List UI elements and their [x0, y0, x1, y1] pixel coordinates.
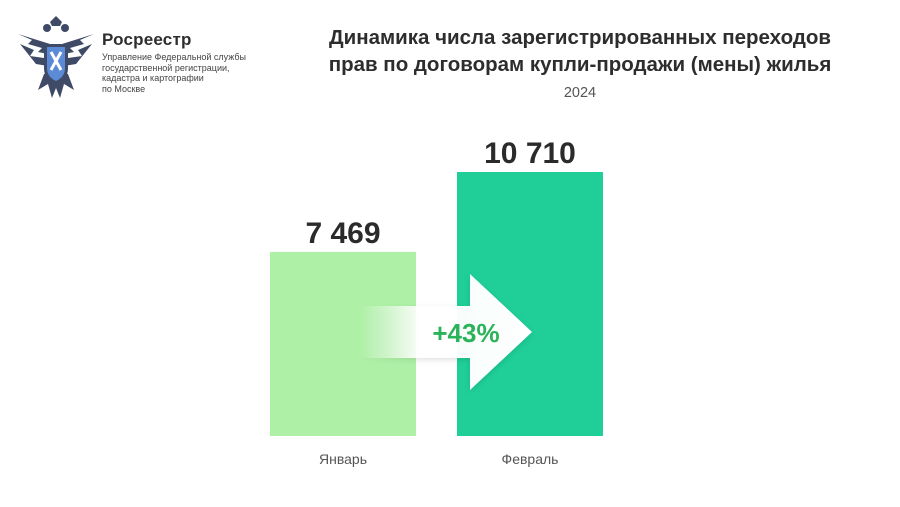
chart-subtitle: 2024 [563, 85, 597, 101]
chart-title-line: Динамика числа зарегистрированных перехо… [329, 26, 831, 49]
growth-percent-label: +43% [432, 318, 499, 348]
chart-title-line: прав по договорам купли-продажи (мены) ж… [328, 53, 832, 76]
category-label: Январь [319, 451, 367, 467]
org-subtitle-line: Управление Федеральной службы [102, 52, 246, 62]
bar-value-label: 7 469 [305, 217, 380, 250]
org-subtitle: Управление Федеральной службы государств… [102, 52, 282, 94]
chart-title: Динамика числа зарегистрированных перехо… [270, 24, 890, 78]
org-subtitle-line: по Москве [102, 83, 146, 94]
rosreestr-logo [18, 16, 94, 98]
org-subtitle-line: кадастра и картографии [102, 73, 204, 83]
org-block: Росреестр Управление Федеральной службы … [102, 30, 282, 94]
bar-value-label: 10 710 [484, 137, 576, 170]
category-label: Февраль [502, 451, 559, 467]
growth-arrow [360, 274, 532, 390]
org-subtitle-line: государственной регистрации, [102, 62, 230, 73]
org-name: Росреестр [102, 30, 192, 49]
